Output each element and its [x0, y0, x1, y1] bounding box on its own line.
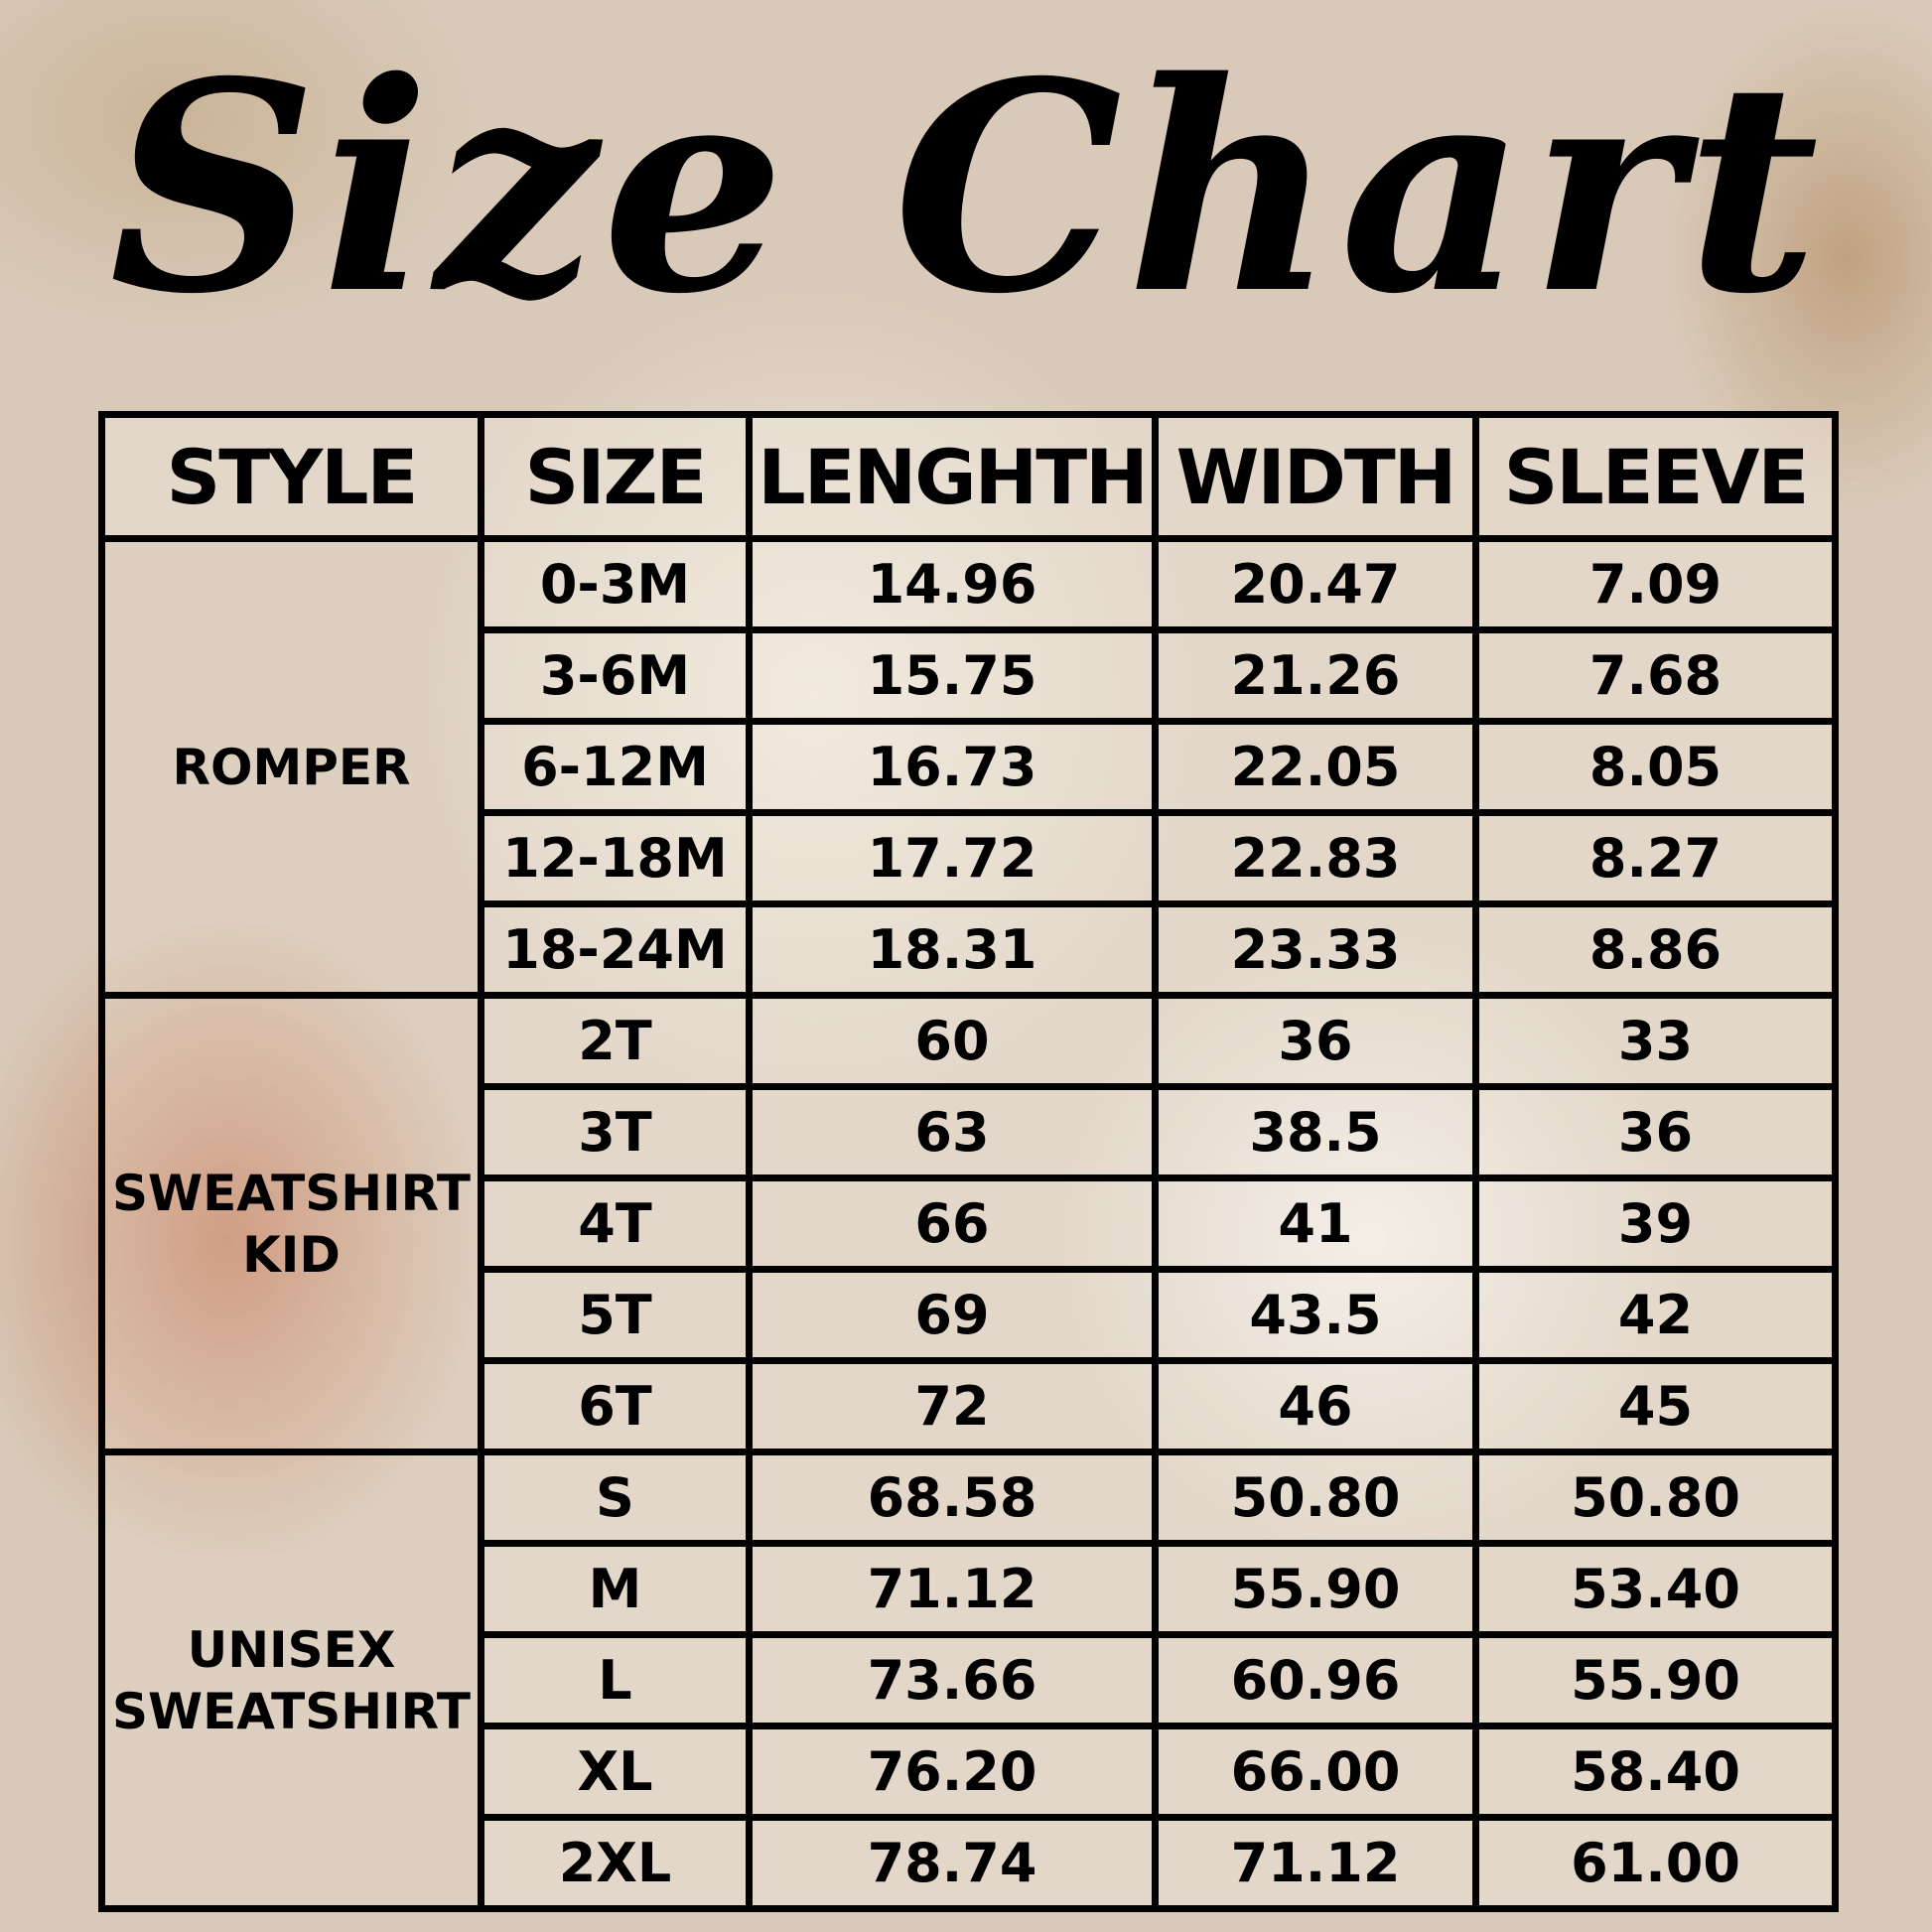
sleeve-cell: 55.90 [1472, 1631, 1839, 1729]
width-cell: 46 [1152, 1357, 1479, 1455]
size-cell: 12-18M [478, 809, 753, 907]
length-cell: 17.72 [746, 809, 1159, 907]
length-cell: 78.74 [746, 1814, 1159, 1912]
width-cell: 60.96 [1152, 1631, 1479, 1729]
size-cell: S [478, 1449, 753, 1547]
table-row: 5T 69 43.5 42 [102, 1266, 1839, 1364]
header-style: STYLE [98, 411, 484, 542]
sleeve-cell: 39 [1472, 1174, 1839, 1273]
table-row: M 71.12 55.90 53.40 [102, 1540, 1839, 1638]
table-row: 18-24M 18.31 23.33 8.86 [102, 900, 1839, 999]
length-cell: 63 [746, 1083, 1159, 1181]
header-width: WIDTH [1152, 411, 1479, 542]
length-cell: 68.58 [746, 1449, 1159, 1547]
width-cell: 20.47 [1152, 535, 1479, 633]
sleeve-cell: 7.68 [1472, 626, 1839, 725]
width-cell: 36 [1152, 992, 1479, 1090]
size-cell: M [478, 1540, 753, 1638]
style-cell: UNISEX SWEATSHIRT [98, 1449, 484, 1912]
table-row: 4T 66 41 39 [102, 1174, 1839, 1273]
sleeve-cell: 50.80 [1472, 1449, 1839, 1547]
sleeve-cell: 33 [1472, 992, 1839, 1090]
style-cell: SWEATSHIRT KID [98, 992, 484, 1455]
table-row: UNISEX SWEATSHIRT S 68.58 50.80 50.80 [98, 1449, 1839, 1912]
header-length: LENGHTH [746, 411, 1159, 542]
sleeve-cell: 42 [1472, 1266, 1839, 1364]
sleeve-cell: 45 [1472, 1357, 1839, 1455]
header-row: STYLE SIZE LENGHTH WIDTH SLEEVE [98, 411, 1839, 542]
width-cell: 43.5 [1152, 1266, 1479, 1364]
length-cell: 14.96 [746, 535, 1159, 633]
width-cell: 22.83 [1152, 809, 1479, 907]
size-cell: 6-12M [478, 718, 753, 816]
page-title: Size Chart [108, 20, 1824, 357]
sleeve-cell: 8.27 [1472, 809, 1839, 907]
size-cell: 6T [478, 1357, 753, 1455]
size-cell: 5T [478, 1266, 753, 1364]
sleeve-cell: 8.05 [1472, 718, 1839, 816]
table-row: L 73.66 60.96 55.90 [102, 1631, 1839, 1729]
style-cell: ROMPER [98, 535, 484, 999]
sleeve-cell: 36 [1472, 1083, 1839, 1181]
header-size: SIZE [478, 411, 753, 542]
width-cell: 71.12 [1152, 1814, 1479, 1912]
size-cell: 3-6M [478, 626, 753, 725]
length-cell: 73.66 [746, 1631, 1159, 1729]
sleeve-cell: 53.40 [1472, 1540, 1839, 1638]
width-cell: 23.33 [1152, 900, 1479, 999]
table-row: 12-18M 17.72 22.83 8.27 [102, 809, 1839, 907]
length-cell: 69 [746, 1266, 1159, 1364]
table-row: 3T 63 38.5 36 [102, 1083, 1839, 1181]
width-cell: 50.80 [1152, 1449, 1479, 1547]
size-chart-table: STYLE SIZE LENGHTH WIDTH SLEEVE ROMPER 0-… [98, 411, 1839, 1912]
width-cell: 38.5 [1152, 1083, 1479, 1181]
size-cell: 3T [478, 1083, 753, 1181]
size-cell: XL [478, 1723, 753, 1821]
length-cell: 71.12 [746, 1540, 1159, 1638]
table-row: 6T 72 46 45 [102, 1357, 1839, 1455]
length-cell: 66 [746, 1174, 1159, 1273]
width-cell: 22.05 [1152, 718, 1479, 816]
width-cell: 55.90 [1152, 1540, 1479, 1638]
size-cell: 0-3M [478, 535, 753, 633]
length-cell: 60 [746, 992, 1159, 1090]
size-cell: 4T [478, 1174, 753, 1273]
table-row: ROMPER 0-3M 14.96 20.47 7.09 [98, 535, 1839, 999]
size-cell: 2XL [478, 1814, 753, 1912]
length-cell: 18.31 [746, 900, 1159, 999]
length-cell: 72 [746, 1357, 1159, 1455]
sleeve-cell: 8.86 [1472, 900, 1839, 999]
length-cell: 76.20 [746, 1723, 1159, 1821]
width-cell: 66.00 [1152, 1723, 1479, 1821]
width-cell: 21.26 [1152, 626, 1479, 725]
sleeve-cell: 7.09 [1472, 535, 1839, 633]
size-cell: 2T [478, 992, 753, 1090]
table-row: XL 76.20 66.00 58.40 [102, 1723, 1839, 1821]
table-row: 6-12M 16.73 22.05 8.05 [102, 718, 1839, 816]
table-row: 2XL 78.74 71.12 61.00 [102, 1814, 1839, 1912]
table-row: 3-6M 15.75 21.26 7.68 [102, 626, 1839, 725]
size-cell: L [478, 1631, 753, 1729]
size-cell: 18-24M [478, 900, 753, 999]
table-row: SWEATSHIRT KID 2T 60 36 33 [98, 992, 1839, 1455]
length-cell: 16.73 [746, 718, 1159, 816]
header-sleeve: SLEEVE [1472, 411, 1839, 542]
length-cell: 15.75 [746, 626, 1159, 725]
sleeve-cell: 61.00 [1472, 1814, 1839, 1912]
sleeve-cell: 58.40 [1472, 1723, 1839, 1821]
width-cell: 41 [1152, 1174, 1479, 1273]
